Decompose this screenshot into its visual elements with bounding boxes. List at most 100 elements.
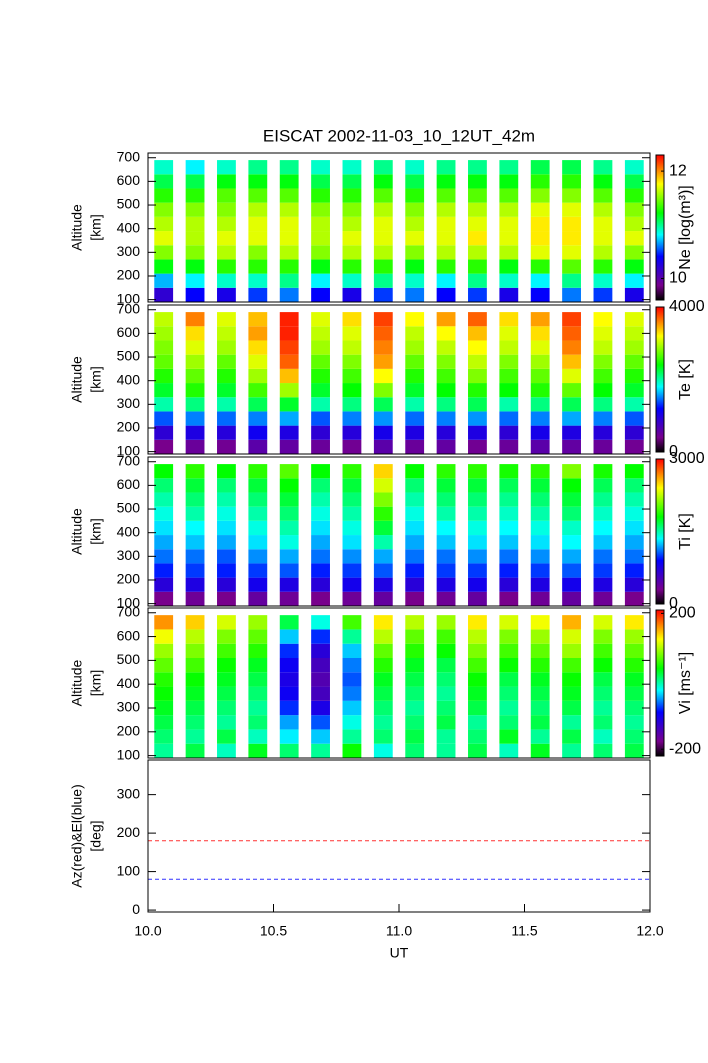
heatmap-cell xyxy=(468,326,487,341)
heatmap-cell xyxy=(311,202,330,217)
heatmap-cell xyxy=(499,425,519,440)
heatmap-cell xyxy=(405,231,425,246)
heatmap-cell xyxy=(342,231,362,246)
heatmap-cell xyxy=(405,577,425,592)
heatmap-cell xyxy=(436,202,456,217)
heatmap-cell xyxy=(373,160,393,175)
heatmap-cell xyxy=(405,615,425,630)
heatmap-cell xyxy=(499,174,519,189)
heatmap-cell xyxy=(248,549,268,564)
heatmap-cell xyxy=(248,629,268,644)
heatmap-cell xyxy=(468,729,487,744)
heatmap-cell xyxy=(624,245,644,260)
heatmap-cell xyxy=(185,326,205,341)
heatmap-cell xyxy=(279,326,299,341)
heatmap-cell xyxy=(624,368,644,384)
heatmap-cell xyxy=(373,535,393,550)
heatmap-cell xyxy=(468,506,487,521)
heatmap-cell xyxy=(248,160,268,175)
heatmap-cell xyxy=(154,326,174,341)
y-tick-label: 700 xyxy=(117,300,141,316)
heatmap-cell xyxy=(342,743,362,758)
heatmap-cell xyxy=(185,425,205,440)
heatmap-cell xyxy=(373,715,393,730)
heatmap-cell xyxy=(185,615,205,630)
heatmap-cell xyxy=(624,686,644,701)
heatmap-cell xyxy=(154,340,174,355)
heatmap-cell xyxy=(279,743,299,758)
heatmap-cell xyxy=(279,686,299,701)
heatmap-cell xyxy=(342,643,362,658)
heatmap-cell xyxy=(530,216,550,232)
heatmap-cell xyxy=(279,368,299,384)
heatmap-cell xyxy=(468,160,487,175)
heatmap-cell xyxy=(185,160,205,175)
heatmap-cell xyxy=(217,326,236,341)
heatmap-cell xyxy=(373,259,393,274)
heatmap-cell xyxy=(311,743,330,758)
heatmap-cell xyxy=(279,312,299,327)
heatmap-cell xyxy=(405,354,425,369)
heatmap-cell xyxy=(593,383,613,398)
heatmap-cell xyxy=(279,700,299,716)
heatmap-cell xyxy=(468,188,487,203)
heatmap-cell xyxy=(185,216,205,232)
heatmap-cell xyxy=(436,700,456,716)
heatmap-cell xyxy=(624,743,644,758)
heatmap-cell xyxy=(530,535,550,550)
heatmap-cell xyxy=(279,216,299,232)
heatmap-cell xyxy=(593,658,613,673)
heatmap-cell xyxy=(154,658,174,673)
heatmap-cell xyxy=(499,439,519,454)
heatmap-cell xyxy=(468,411,487,426)
heatmap-cell xyxy=(185,411,205,426)
heatmap-cell xyxy=(562,188,581,203)
heatmap-cell xyxy=(373,743,393,758)
heatmap-cell xyxy=(436,326,456,341)
heatmap-cell xyxy=(468,520,487,536)
heatmap-cell xyxy=(593,354,613,369)
heatmap-cell xyxy=(248,340,268,355)
heatmap-cell xyxy=(248,563,268,578)
heatmap-cell xyxy=(311,326,330,341)
heatmap-cell xyxy=(311,287,330,302)
heatmap-cell xyxy=(562,577,581,592)
heatmap-cell xyxy=(279,643,299,658)
heatmap-cell xyxy=(499,259,519,274)
heatmap-cell xyxy=(593,160,613,175)
heatmap-cell xyxy=(342,411,362,426)
heatmap-cell xyxy=(530,591,550,606)
heatmap-cell xyxy=(154,312,174,327)
heatmap-cell xyxy=(279,672,299,687)
y-tick-label: 600 xyxy=(117,324,141,340)
heatmap-cell xyxy=(185,174,205,189)
heatmap-cell xyxy=(217,577,236,592)
heatmap-cell xyxy=(279,506,299,521)
heatmap-cell xyxy=(624,425,644,440)
heatmap-cell xyxy=(499,231,519,246)
heatmap-cell xyxy=(342,563,362,578)
heatmap-cell xyxy=(185,202,205,217)
heatmap-cell xyxy=(562,216,581,232)
heatmap-cell xyxy=(499,160,519,175)
heatmap-cell xyxy=(248,700,268,716)
heatmap-cell xyxy=(530,383,550,398)
heatmap-cell xyxy=(562,160,581,175)
heatmap-cell xyxy=(405,202,425,217)
heatmap-cell xyxy=(185,729,205,744)
heatmap-cell xyxy=(185,715,205,730)
colorbar xyxy=(655,458,665,605)
heatmap-cell xyxy=(373,231,393,246)
heatmap-cell xyxy=(405,368,425,384)
heatmap-cell xyxy=(342,397,362,412)
heatmap-cell xyxy=(593,259,613,274)
heatmap-cell xyxy=(342,715,362,730)
heatmap-cell xyxy=(311,160,330,175)
heatmap-cell xyxy=(342,312,362,327)
heatmap-cell xyxy=(248,615,268,630)
heatmap-cell xyxy=(562,340,581,355)
heatmap-cell xyxy=(311,354,330,369)
heatmap-cell xyxy=(311,577,330,592)
heatmap-cell xyxy=(436,174,456,189)
heatmap-cell xyxy=(373,464,393,479)
